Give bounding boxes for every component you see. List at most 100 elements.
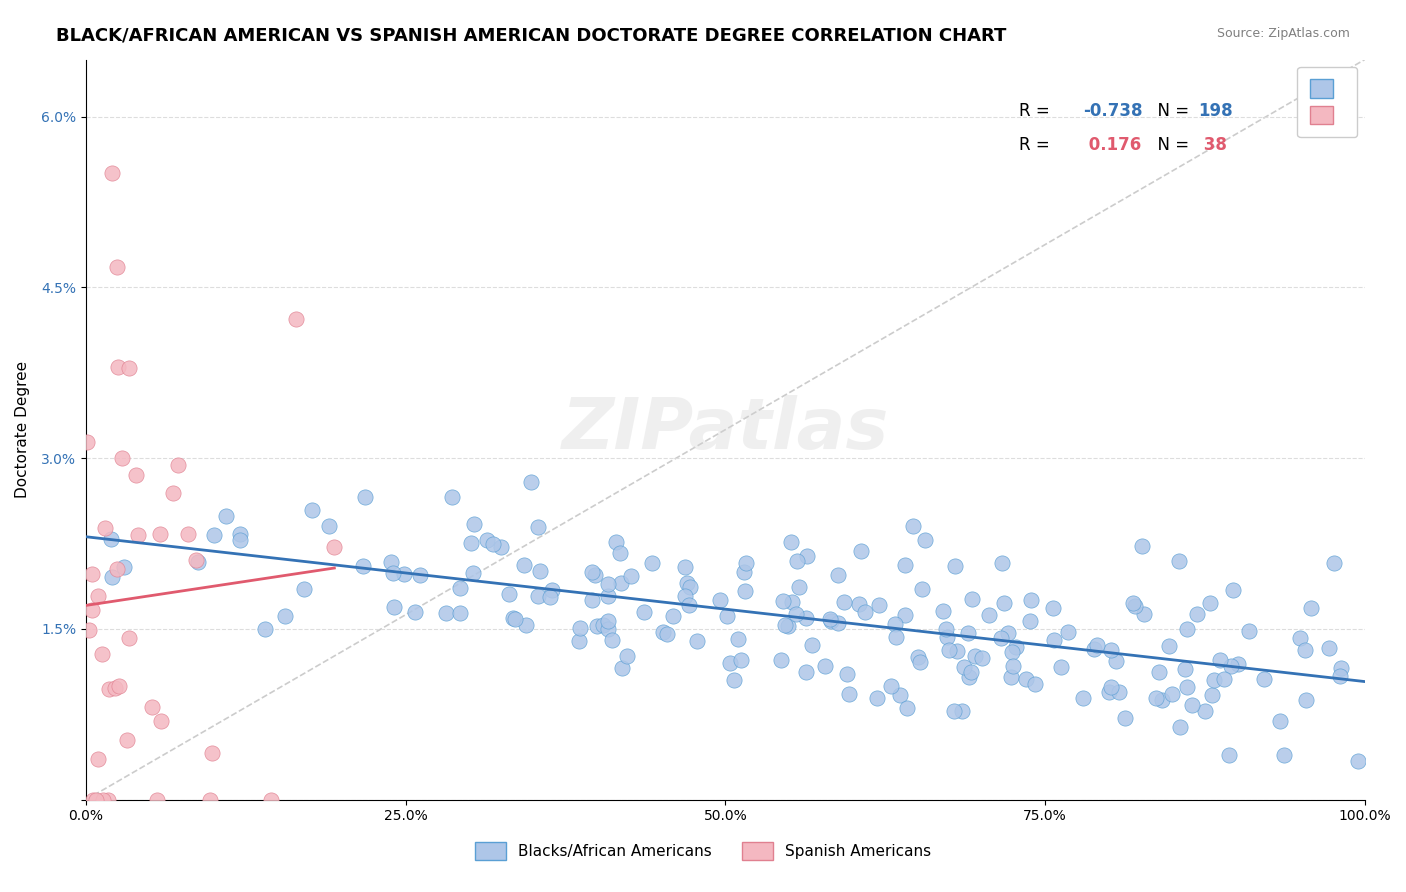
Point <box>100 570 122 584</box>
Point <box>1056 624 1078 639</box>
Point <box>596 622 619 636</box>
Point <box>1175 623 1198 637</box>
Point <box>880 680 903 694</box>
Point <box>323 541 346 555</box>
Point <box>641 556 664 570</box>
Point <box>408 567 430 582</box>
Point <box>1000 644 1022 658</box>
Point <box>1015 672 1038 686</box>
Point <box>1202 673 1225 687</box>
Point <box>441 490 464 504</box>
Point <box>853 605 876 619</box>
Legend: Blacks/African Americans, Spanish Americans: Blacks/African Americans, Spanish Americ… <box>468 836 938 866</box>
Point <box>1213 672 1236 686</box>
Point <box>108 679 131 693</box>
Point <box>91 793 114 807</box>
Point <box>112 560 135 574</box>
Point <box>661 609 683 624</box>
Point <box>1168 720 1191 734</box>
Point <box>127 528 149 542</box>
Point <box>827 615 849 630</box>
Point <box>957 670 980 684</box>
Point <box>716 609 738 624</box>
Point <box>686 633 709 648</box>
Point <box>1083 641 1105 656</box>
Point <box>1150 692 1173 706</box>
Point <box>616 649 638 664</box>
Point <box>1323 556 1346 570</box>
Point <box>827 568 849 582</box>
Point <box>284 312 307 326</box>
Point <box>893 558 915 572</box>
Point <box>254 622 277 636</box>
Point <box>1175 680 1198 694</box>
Point <box>581 592 603 607</box>
Point <box>655 626 678 640</box>
Point <box>896 701 918 715</box>
Point <box>149 526 172 541</box>
Text: R =: R = <box>1019 103 1056 120</box>
Point <box>735 556 758 570</box>
Point <box>652 624 675 639</box>
Point <box>786 553 808 567</box>
Point <box>463 517 485 532</box>
Point <box>301 503 323 517</box>
Point <box>82 566 104 581</box>
Point <box>107 359 129 374</box>
Point <box>889 688 911 702</box>
Text: 198: 198 <box>1198 103 1233 120</box>
Point <box>1002 659 1025 673</box>
Point <box>1024 677 1046 691</box>
Text: 38: 38 <box>1198 136 1227 153</box>
Point <box>1194 704 1216 718</box>
Point <box>818 612 841 626</box>
Point <box>449 607 471 621</box>
Point <box>162 486 184 500</box>
Point <box>1159 640 1181 654</box>
Point <box>260 793 283 807</box>
Point <box>394 566 416 581</box>
Point <box>273 609 295 624</box>
Point <box>727 632 749 646</box>
Point <box>292 582 315 596</box>
Point <box>382 599 405 614</box>
Point <box>972 650 994 665</box>
Point <box>673 560 696 574</box>
Point <box>1330 660 1353 674</box>
Point <box>1085 638 1108 652</box>
Point <box>943 559 966 574</box>
Point <box>97 681 120 696</box>
Point <box>1133 607 1156 622</box>
Point <box>460 536 482 550</box>
Point <box>1347 754 1369 768</box>
Point <box>600 633 623 648</box>
Point <box>352 558 374 573</box>
Point <box>111 451 134 466</box>
Point <box>107 260 129 274</box>
Point <box>1201 688 1223 702</box>
Text: N =: N = <box>1147 103 1195 120</box>
Point <box>907 650 929 665</box>
Point <box>481 537 503 551</box>
Point <box>1239 624 1261 638</box>
Point <box>1099 681 1122 695</box>
Point <box>1294 643 1316 657</box>
Point <box>520 475 543 489</box>
Point <box>118 361 141 376</box>
Point <box>215 508 238 523</box>
Point <box>146 793 169 807</box>
Point <box>1019 614 1042 628</box>
Point <box>769 653 792 667</box>
Point <box>910 582 932 597</box>
Point <box>125 468 148 483</box>
Point <box>1288 632 1310 646</box>
Point <box>1208 653 1230 667</box>
Text: ZIPatlas: ZIPatlas <box>561 395 889 464</box>
Point <box>932 604 955 618</box>
Point <box>990 632 1012 646</box>
Point <box>997 625 1019 640</box>
Point <box>620 568 643 582</box>
Point <box>434 606 457 620</box>
Point <box>1005 640 1028 655</box>
Point <box>838 687 860 701</box>
